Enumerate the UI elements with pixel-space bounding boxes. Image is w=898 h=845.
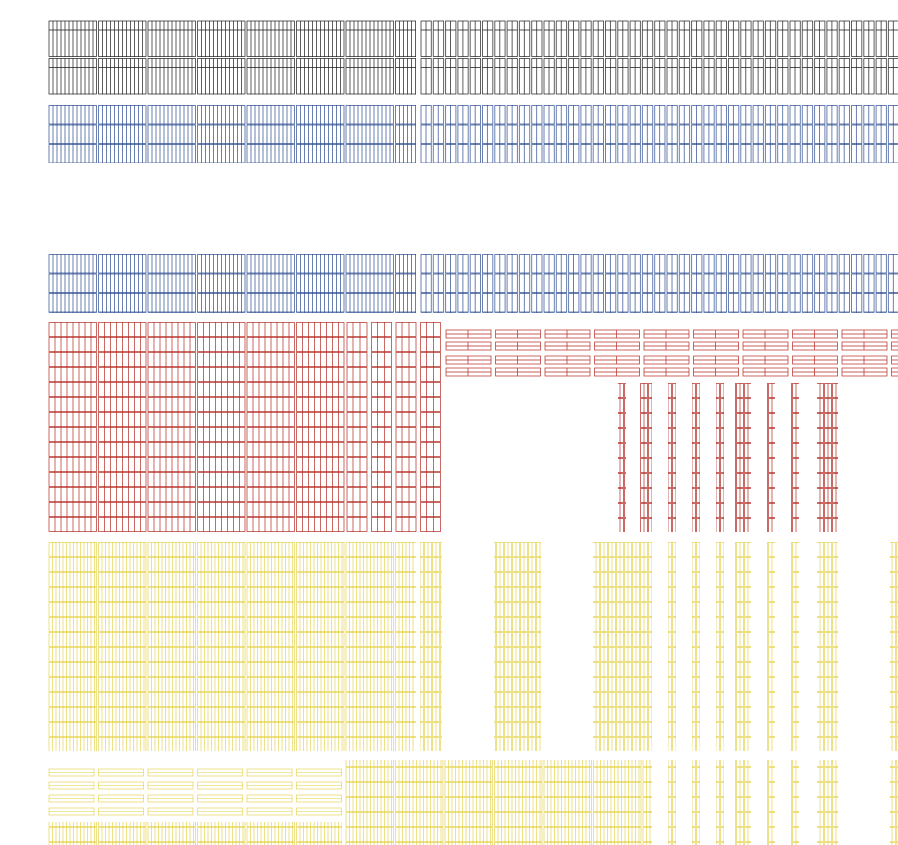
yellow-stripe: [668, 760, 676, 845]
yellow-stripe: [890, 760, 898, 845]
yellow-stripe: [692, 542, 700, 751]
red-column-grid: [346, 322, 442, 532]
yellow-stripe: [817, 542, 838, 751]
red-stripe: [817, 383, 838, 532]
yellow-stripe: [593, 542, 652, 751]
red-stripe: [791, 383, 799, 532]
red-stripe: [767, 383, 775, 532]
red-bar-grid: [445, 328, 898, 378]
blue-block-grid: [48, 105, 416, 163]
yellow-stripes: [420, 542, 898, 751]
yellow-stripe: [692, 760, 700, 845]
yellow-bar-grid: [48, 766, 342, 818]
red-stripe: [692, 383, 700, 532]
yellow-stripe: [716, 542, 724, 751]
black-block-grid: [48, 20, 416, 95]
yellow-stripe: [494, 542, 541, 751]
yellow-stripe: [817, 760, 838, 845]
yellow-block-grid: [48, 822, 342, 845]
yellow-stripe: [735, 542, 751, 751]
red-stripes: [618, 383, 838, 532]
red-stripe: [735, 383, 751, 532]
yellow-stripes-bottom: [668, 760, 898, 845]
yellow-stripe: [791, 542, 799, 751]
red-stripe: [618, 383, 626, 532]
blue-column-grid: [420, 254, 898, 313]
yellow-block-grid: [345, 760, 652, 845]
yellow-stripe: [767, 542, 775, 751]
blue-column-grid: [420, 105, 898, 163]
blue-block-grid: [48, 254, 416, 313]
black-column-grid: [420, 20, 898, 95]
yellow-block-grid: [48, 542, 416, 751]
yellow-stripe: [890, 542, 898, 751]
yellow-stripe: [735, 760, 751, 845]
yellow-stripe: [668, 542, 676, 751]
yellow-stripe: [791, 760, 799, 845]
red-block-grid: [48, 322, 345, 532]
red-stripe: [668, 383, 676, 532]
red-stripe: [716, 383, 724, 532]
yellow-stripe: [767, 760, 775, 845]
yellow-stripe: [420, 542, 442, 751]
yellow-stripe: [716, 760, 724, 845]
red-stripe: [640, 383, 652, 532]
